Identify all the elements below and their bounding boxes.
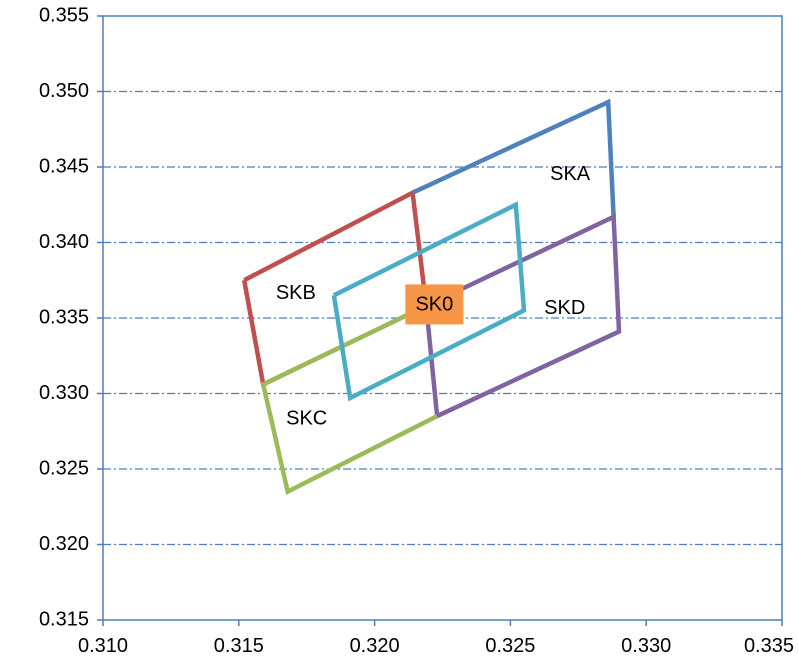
center-marker-box: [405, 284, 464, 325]
y-tick-label: 0.345: [39, 155, 89, 177]
series-line: [423, 213, 622, 420]
region-label: SKB: [276, 282, 316, 304]
center-marker-label: SK0: [415, 294, 453, 316]
x-axis-tick-labels: 0.310 0.315 0.320 0.325 0.330 0.335: [78, 635, 794, 657]
plot-area-frame: [97, 15, 783, 626]
y-tick-label: 0.350: [39, 80, 89, 102]
region-label: SKC: [286, 407, 327, 429]
x-tick-label: 0.310: [78, 635, 128, 657]
y-tick-label: 0.335: [39, 306, 89, 328]
series-line: [241, 189, 429, 388]
x-tick-label: 0.330: [621, 635, 671, 657]
series-lines: [241, 98, 622, 495]
y-tick-label: 0.325: [39, 457, 89, 479]
y-tick-label: 0.330: [39, 382, 89, 404]
region-labels: SKA SKB SKC SKD SK0: [276, 163, 591, 430]
series-line: [260, 303, 439, 495]
x-tick-label: 0.315: [214, 635, 264, 657]
y-axis-tick-labels: 0.315 0.320 0.325 0.330 0.335 0.340 0.345 0.350…: [39, 4, 89, 630]
y-tick-label: 0.355: [39, 4, 89, 26]
x-tick-label: 0.320: [350, 635, 400, 657]
y-tick-label: 0.320: [39, 533, 89, 555]
region-label: SKA: [550, 163, 591, 185]
y-tick-label: 0.315: [39, 608, 89, 630]
region-label: SKD: [544, 297, 585, 319]
series-line: [411, 98, 616, 217]
x-tick-label: 0.335: [744, 635, 794, 657]
y-tick-label: 0.340: [39, 231, 89, 253]
series-line: [331, 201, 527, 402]
x-tick-label: 0.325: [485, 635, 535, 657]
